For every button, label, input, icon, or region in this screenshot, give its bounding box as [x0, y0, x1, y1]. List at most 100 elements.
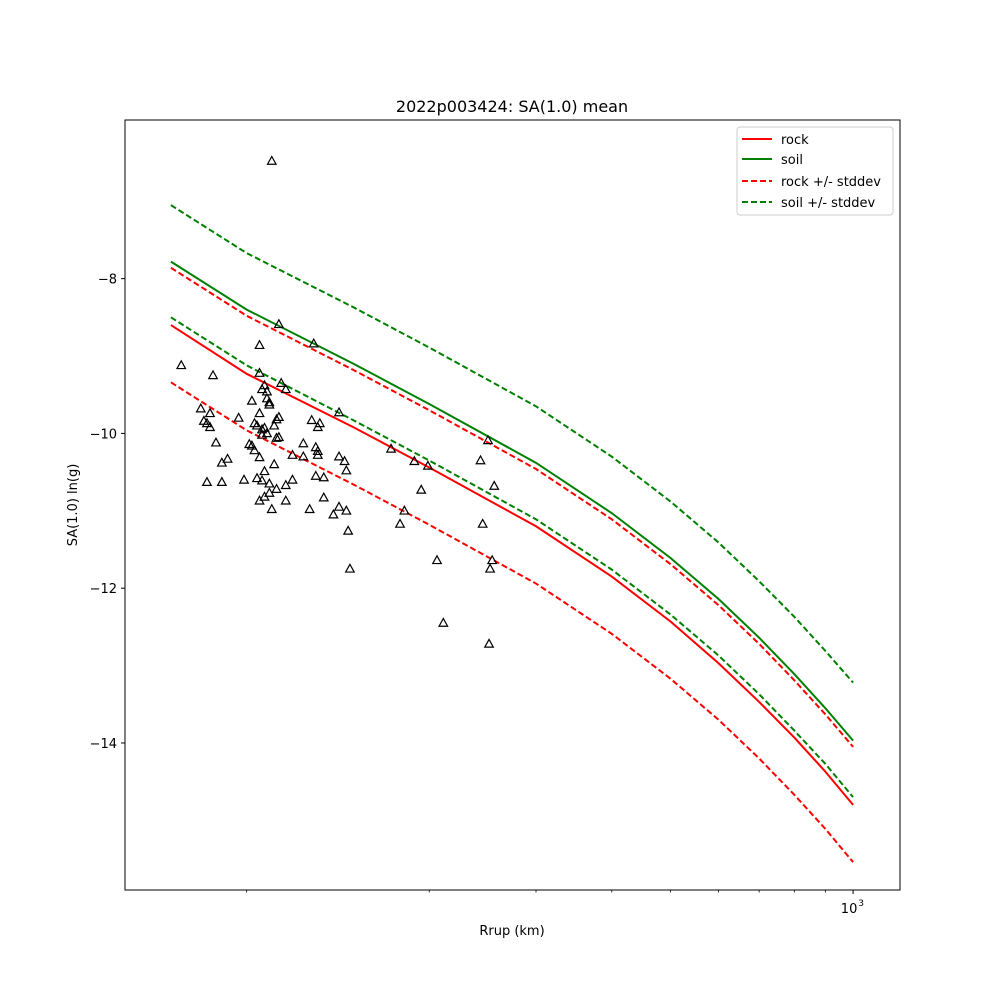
observation-marker [486, 554, 498, 565]
y-tick-label: −14 [90, 737, 117, 752]
plot-area [170, 155, 854, 863]
observation-marker [256, 474, 268, 485]
legend-label-rock: rock [781, 133, 809, 148]
observation-marker [268, 458, 280, 469]
observation-marker [264, 477, 275, 488]
observation-marker [251, 419, 263, 430]
legend-label-soil: soil [781, 153, 803, 168]
observation-marker [310, 470, 322, 480]
series-line-band-5-5 [170, 316, 854, 798]
observation-marker [244, 438, 255, 449]
observation-marker [328, 508, 339, 519]
observation-marker [264, 399, 275, 409]
observation-marker [264, 396, 275, 407]
observation-marker [201, 476, 213, 487]
observation-marker [254, 407, 265, 418]
legend-label-soil-stddev: soil +/- stddev [781, 196, 876, 211]
observation-marker [333, 450, 345, 461]
observation-marker [204, 407, 216, 418]
observation-marker [261, 427, 273, 438]
observation-marker [273, 411, 285, 422]
observation-marker [195, 402, 207, 413]
observation-marker [254, 339, 265, 350]
observation-marker [254, 367, 265, 377]
observation-marker [314, 417, 326, 428]
observation-marker [394, 518, 406, 528]
observation-marker [222, 453, 233, 463]
x-axis: 10 3 [246, 890, 864, 917]
observation-marker [273, 431, 285, 442]
x-tick-label-exponent: 3 [858, 899, 864, 909]
observation-marker [482, 434, 494, 445]
observation-marker [266, 503, 278, 514]
observation-marker [238, 474, 250, 484]
observation-marker [488, 480, 500, 490]
y-tick-label: −10 [90, 427, 117, 442]
observation-marker [312, 449, 324, 459]
observation-marker [298, 437, 309, 448]
observation-marker [298, 450, 309, 461]
observation-marker [415, 484, 427, 494]
observation-marker [308, 337, 320, 348]
observation-marker [271, 413, 282, 424]
series-line-soil-1 [170, 260, 854, 742]
legend: rock soil rock +/- stddev soil +/- stdde… [736, 126, 894, 216]
chart-title: 2022p003424: SA(1.0) mean [396, 97, 628, 116]
observation-marker [333, 406, 345, 417]
y-axis-label: SA(1.0) ln(g) [66, 464, 81, 547]
observation-marker [246, 440, 258, 450]
series-line-soil-stddev-4 [170, 204, 854, 684]
observation-marker [431, 554, 443, 565]
series-lines [170, 204, 854, 863]
observation-marker [318, 491, 330, 502]
observation-marker [266, 155, 278, 165]
observation-marker [259, 422, 270, 432]
y-tick-label: −12 [90, 582, 117, 597]
observation-marker [287, 474, 298, 484]
observation-marker [275, 377, 287, 387]
observation-marker [484, 563, 496, 573]
observation-marker [287, 449, 298, 459]
observation-marker [280, 383, 292, 394]
observation-marker [333, 501, 345, 511]
observation-marker [254, 451, 265, 462]
observation-marker [477, 518, 488, 528]
observation-marker [207, 369, 219, 380]
observation-marker [339, 455, 350, 466]
series-line-rock-0 [170, 324, 854, 806]
observation-marker [483, 638, 495, 648]
observation-marker [175, 359, 187, 370]
observation-marker [249, 444, 260, 455]
observation-marker [318, 471, 330, 482]
series-line-band-3-3 [170, 381, 854, 863]
observation-marker [271, 432, 282, 442]
observation-marker [409, 455, 420, 466]
y-axis: −8 −10 −12 −14 [90, 273, 125, 752]
observation-marker [342, 525, 354, 535]
observation-marker [422, 460, 434, 470]
observation-marker [344, 563, 356, 573]
y-tick-label: −8 [98, 273, 117, 288]
x-axis-label: Rrup (km) [479, 924, 544, 939]
legend-label-rock-stddev: rock +/- stddev [781, 175, 881, 190]
observation-marker [251, 472, 263, 483]
observation-markers [175, 155, 500, 648]
observation-marker [271, 483, 282, 493]
series-line-rock-stddev-2 [170, 266, 854, 748]
observation-marker [304, 503, 315, 514]
observation-marker [341, 464, 352, 475]
observation-marker [399, 505, 410, 515]
observation-marker [280, 494, 292, 505]
observation-marker [210, 436, 222, 447]
observation-marker [201, 417, 213, 428]
observation-marker [280, 479, 292, 490]
observation-marker [475, 454, 486, 465]
observation-marker [385, 443, 397, 453]
observation-marker [264, 487, 275, 497]
x-tick-label: 10 [841, 902, 858, 917]
observation-marker [438, 617, 449, 627]
observation-marker [246, 395, 258, 405]
observation-marker [233, 412, 244, 422]
observation-marker [268, 419, 280, 430]
